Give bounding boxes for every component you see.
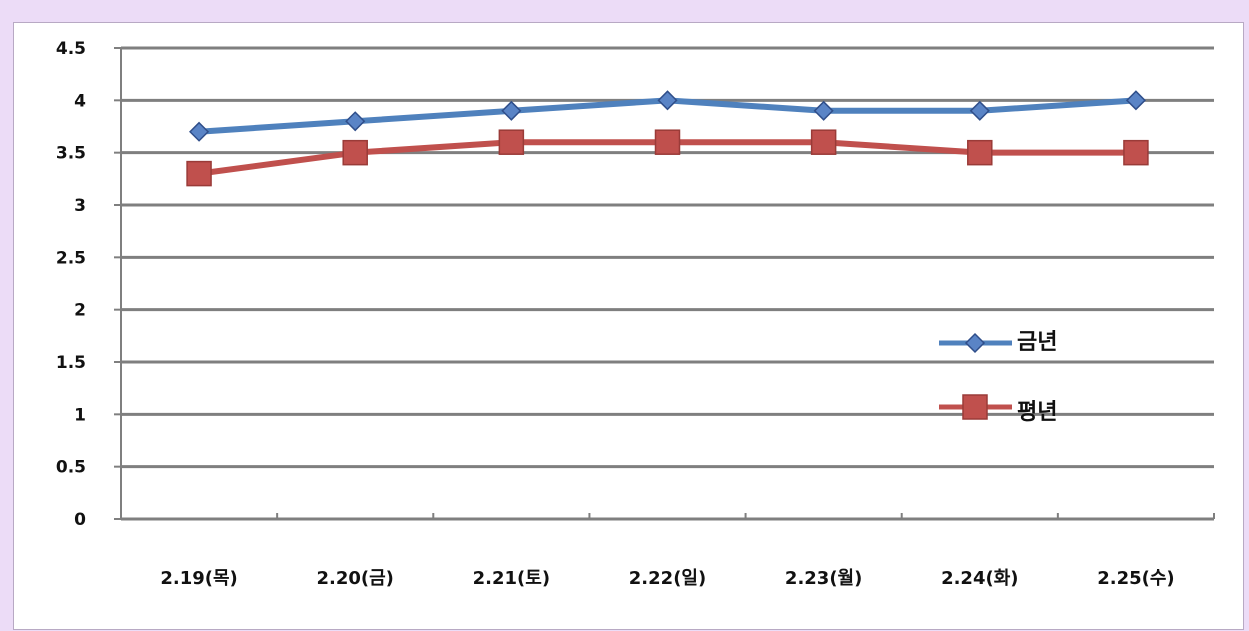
y-tick-label-0: 0 — [74, 510, 86, 530]
line-chart: 0 0.5 1 1.5 2 2.5 3 3.5 4 4.5 2.19(목) 2.20(금) 2.21(… — [56, 39, 1215, 589]
x-tick-label-6: 2.25(수) — [1097, 568, 1174, 589]
x-tick-label-1: 2.20(금) — [316, 568, 393, 589]
data-point-1-5 — [967, 139, 993, 166]
y-tick-label-4: 2 — [74, 301, 86, 321]
y-tick-label-2: 1 — [74, 405, 86, 425]
data-point-0-1 — [345, 111, 366, 132]
data-point-1-1 — [342, 139, 368, 166]
x-tick-label-3: 2.22(일) — [629, 568, 706, 589]
data-point-0-6 — [1125, 90, 1146, 111]
data-point-0-5 — [969, 100, 990, 121]
axes — [114, 47, 1215, 521]
y-tick-labels: 0 0.5 1 1.5 2 2.5 3 3.5 4 4.5 — [56, 39, 86, 530]
data-point-1-0 — [186, 160, 212, 187]
x-tick-label-4: 2.23(월) — [785, 568, 862, 589]
x-tick-label-5: 2.24(화) — [941, 568, 1018, 589]
y-tick-label-6: 3 — [74, 196, 86, 216]
y-tick-label-8: 4 — [74, 91, 86, 111]
data-point-0-3 — [657, 90, 678, 111]
data-point-1-3 — [654, 129, 681, 155]
data-point-0-4 — [813, 100, 834, 121]
data-point-0-0 — [189, 121, 210, 142]
legend-marker-0 — [964, 332, 986, 354]
y-tick-label-7: 3.5 — [56, 144, 86, 164]
x-tick-label-0: 2.19(목) — [160, 568, 237, 589]
y-tick-label-9: 4.5 — [56, 39, 86, 59]
series-0 — [189, 90, 1146, 142]
x-tick-labels: 2.19(목) 2.20(금) 2.21(토) 2.22(일) 2.23(월) 2.24(… — [160, 568, 1174, 589]
data-point-1-6 — [1123, 139, 1149, 166]
data-point-1-4 — [810, 129, 837, 155]
legend-marker-1 — [962, 394, 988, 420]
legend-item-0: 금년 — [939, 330, 1057, 355]
legend-label-0: 금년 — [1017, 330, 1057, 355]
y-tick-label-5: 2.5 — [56, 248, 86, 268]
data-point-1-2 — [498, 129, 525, 155]
x-tick-label-2: 2.21(토) — [473, 568, 550, 589]
series-group — [186, 90, 1149, 187]
legend-label-1: 평년 — [1017, 400, 1057, 425]
legend-item-1: 평년 — [939, 394, 1057, 425]
y-tick-label-3: 1.5 — [56, 353, 86, 373]
legend: 금년 평년 — [939, 330, 1057, 425]
y-tick-label-1: 0.5 — [56, 458, 86, 478]
series-1 — [186, 129, 1149, 187]
chart-frame: 0 0.5 1 1.5 2 2.5 3 3.5 4 4.5 2.19(목) 2.20(금) 2.21(… — [13, 22, 1244, 630]
gridlines — [121, 46, 1214, 469]
data-point-0-2 — [501, 100, 522, 121]
